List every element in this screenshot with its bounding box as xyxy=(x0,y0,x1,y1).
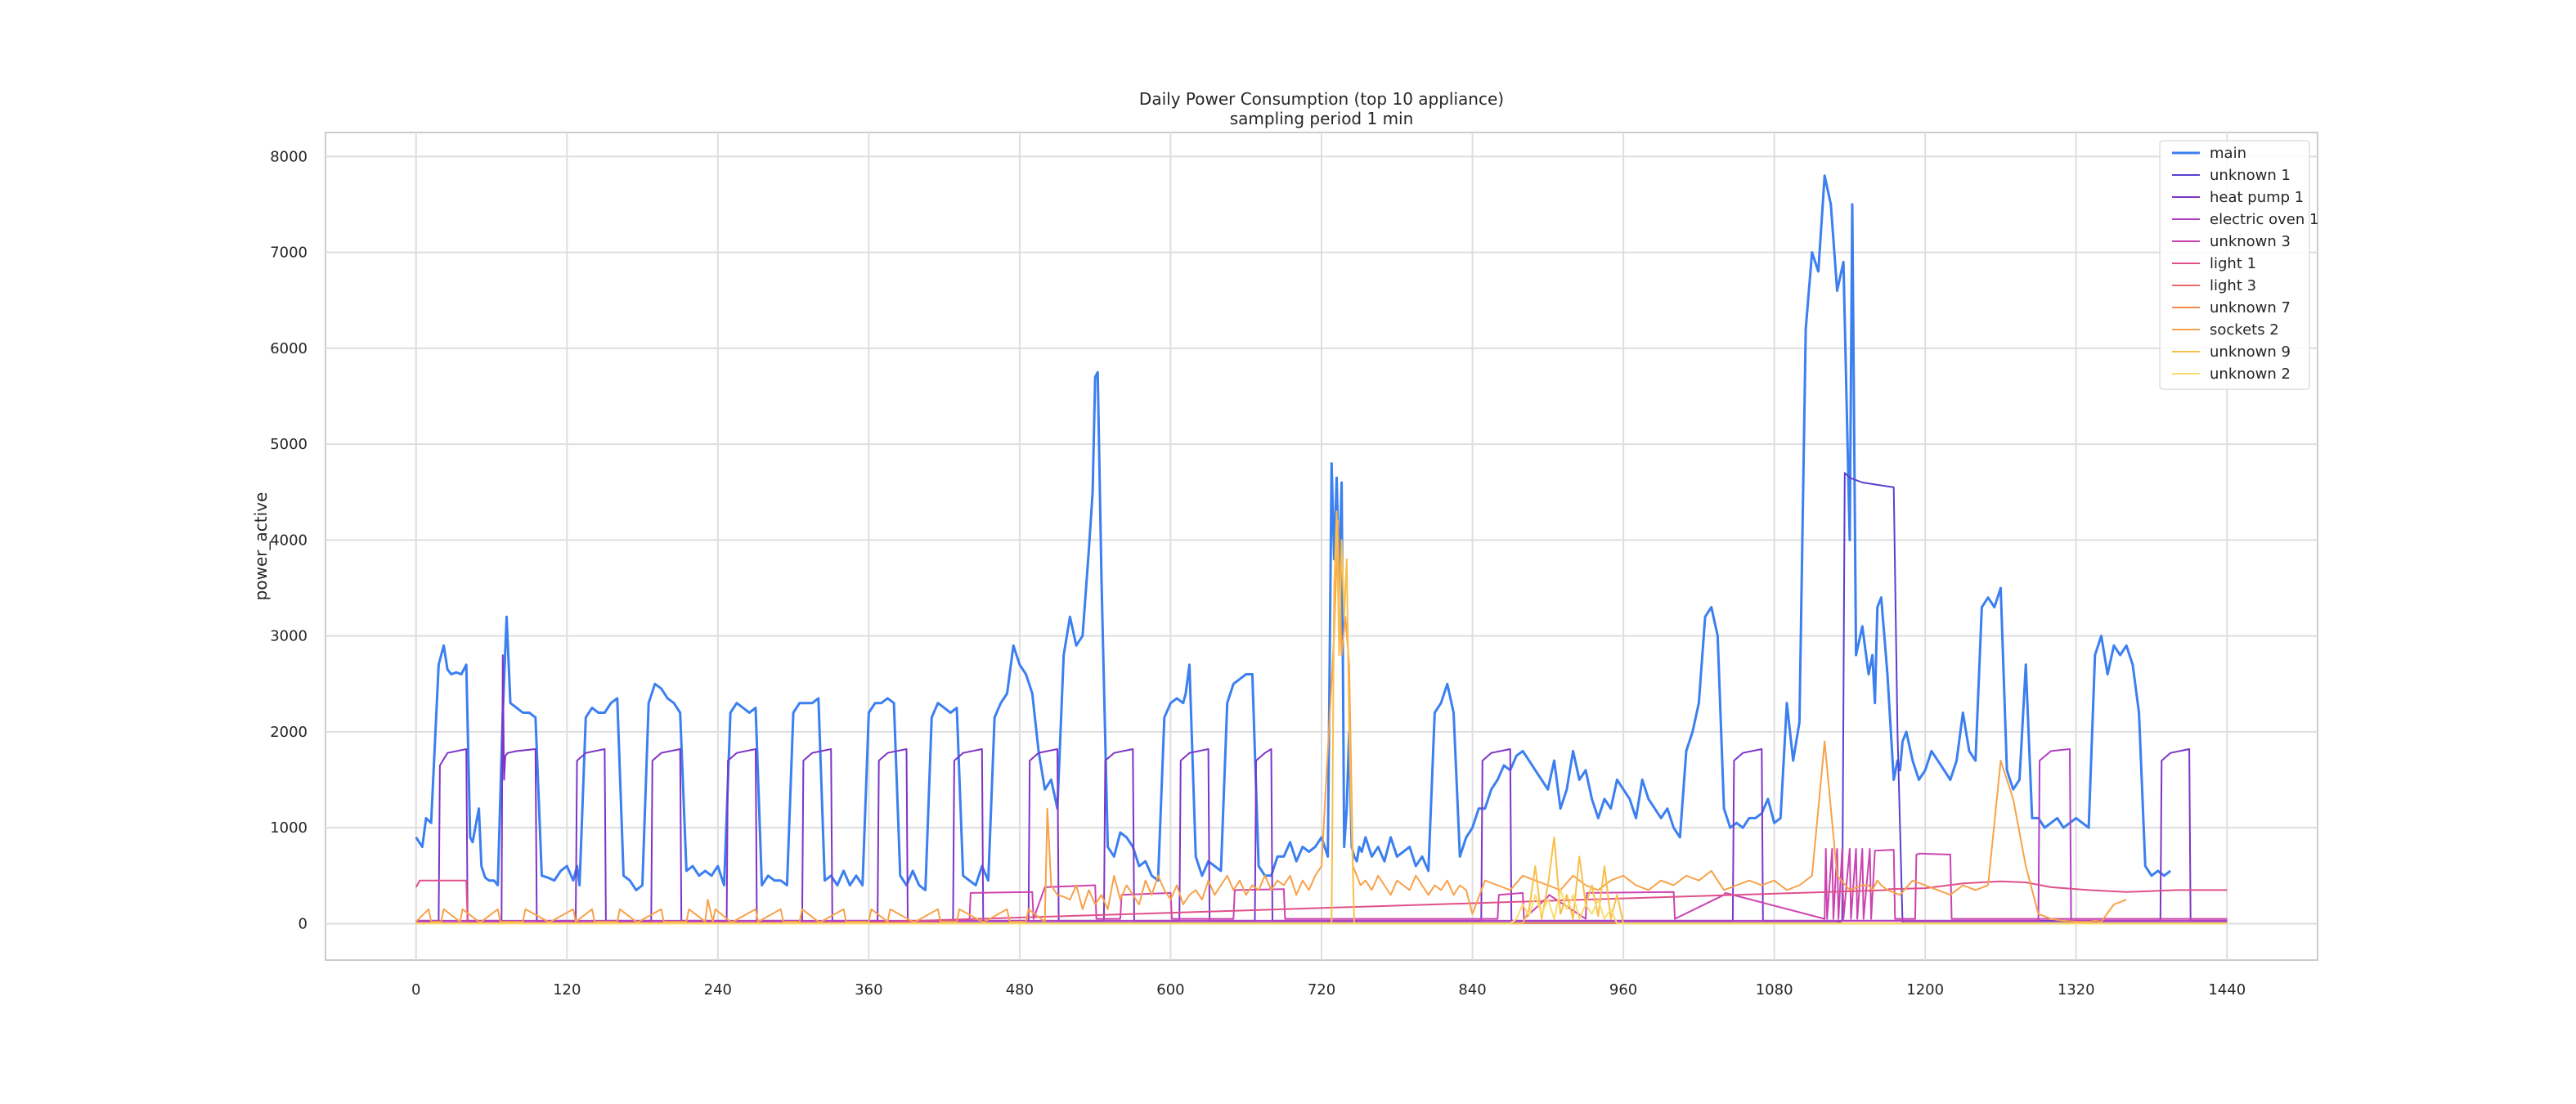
y-tick-label: 2000 xyxy=(270,724,307,741)
legend-label: sockets 2 xyxy=(2210,321,2279,339)
legend-label: unknown 3 xyxy=(2210,233,2291,250)
legend-label: heat pump 1 xyxy=(2210,189,2304,206)
x-tick-label: 840 xyxy=(1458,981,1486,999)
series-line-main xyxy=(415,174,2172,891)
legend-label: unknown 2 xyxy=(2210,366,2291,383)
series-line-unknown-2 xyxy=(415,889,2228,925)
legend-box xyxy=(2159,140,2310,390)
y-tick-label: 3000 xyxy=(270,628,307,645)
x-tick-label: 1200 xyxy=(1906,981,1944,999)
x-tick-label: 120 xyxy=(553,981,581,999)
x-tick-label: 720 xyxy=(1308,981,1335,999)
legend-label: main xyxy=(2210,145,2246,162)
chart-subtitle: sampling period 1 min xyxy=(1230,109,1414,128)
x-tick-label: 600 xyxy=(1156,981,1184,999)
x-tick-label: 1320 xyxy=(2058,981,2095,999)
grid-layer xyxy=(325,132,2318,960)
y-axis-label: power_active xyxy=(251,492,271,601)
series-line-sockets-2 xyxy=(415,519,2127,923)
legend-label: light 1 xyxy=(2210,255,2256,272)
y-tick-label: 0 xyxy=(298,915,307,932)
series-layer xyxy=(415,174,2228,925)
legend-label: light 3 xyxy=(2210,277,2256,294)
x-tick-label: 0 xyxy=(411,981,420,999)
tick-layer: 0 120 240 360 480 600 720 840 960 1080 1200 1320 144… xyxy=(270,148,2246,999)
x-tick-label: 1440 xyxy=(2208,981,2246,999)
x-tick-label: 360 xyxy=(855,981,882,999)
x-tick-label: 480 xyxy=(1006,981,1034,999)
x-tick-label: 240 xyxy=(704,981,732,999)
legend-label: unknown 1 xyxy=(2210,167,2291,184)
legend-label: electric oven 1 xyxy=(2210,211,2318,228)
x-tick-label: 1080 xyxy=(1756,981,1793,999)
y-tick-label: 6000 xyxy=(270,340,307,357)
y-tick-label: 4000 xyxy=(270,532,307,549)
x-tick-label: 960 xyxy=(1609,981,1637,999)
legend: main unknown 1 heat pump 1 electric oven 1 u… xyxy=(2159,140,2318,390)
y-tick-label: 8000 xyxy=(270,148,307,165)
legend-label: unknown 7 xyxy=(2210,299,2291,316)
chart-title: Daily Power Consumption (top 10 applianc… xyxy=(1139,89,1504,109)
y-tick-label: 7000 xyxy=(270,245,307,262)
series-line-unknown-9 xyxy=(415,510,2228,925)
y-tick-label: 1000 xyxy=(270,819,307,837)
y-tick-label: 5000 xyxy=(270,436,307,453)
legend-label: unknown 9 xyxy=(2210,343,2291,361)
